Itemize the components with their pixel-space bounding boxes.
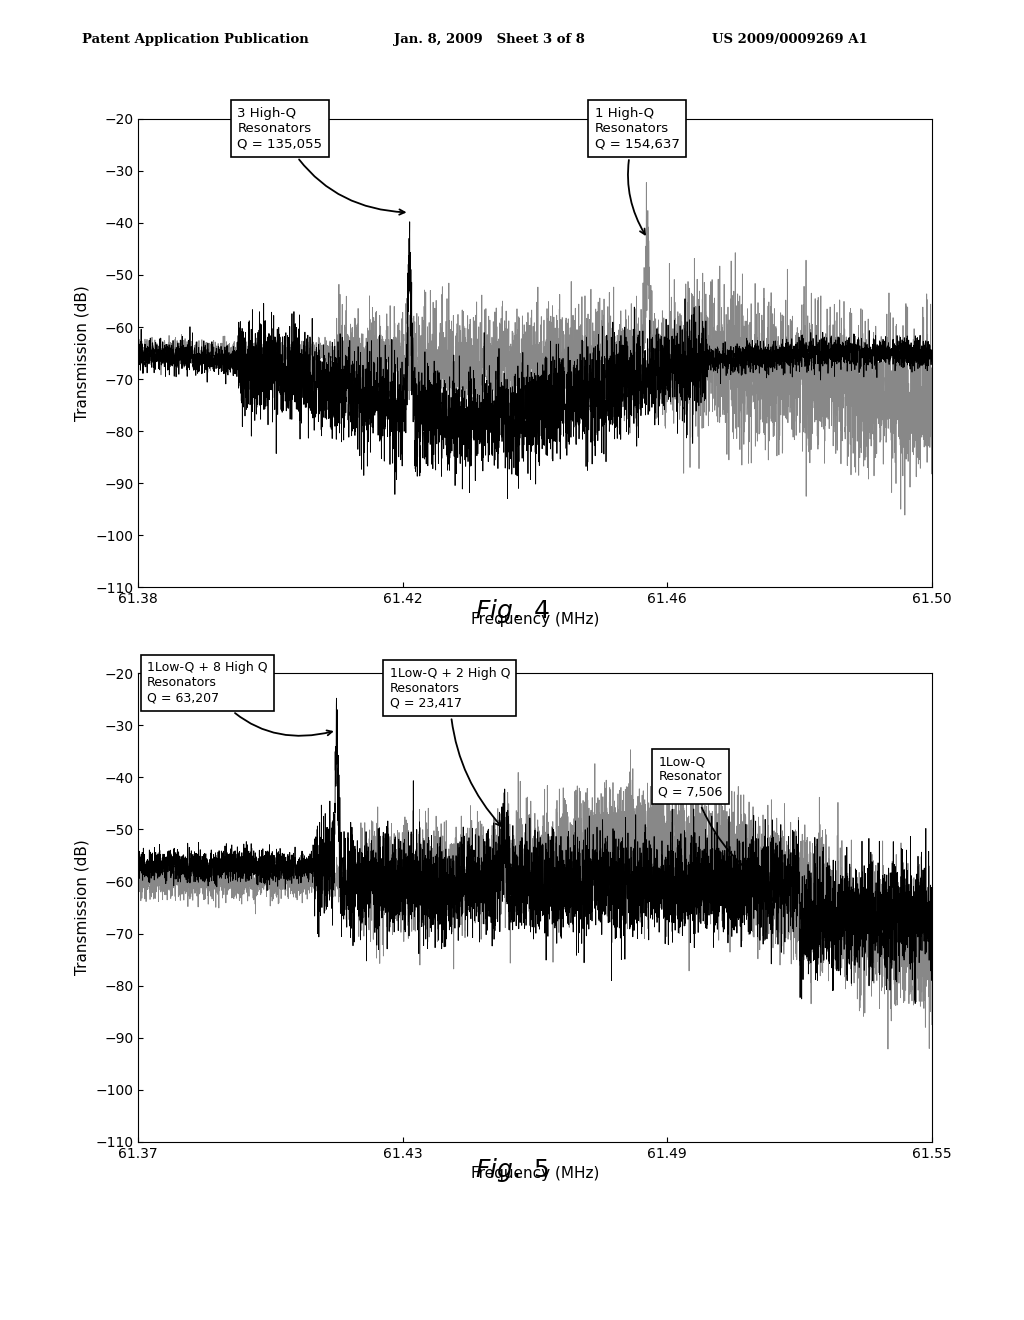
Text: 1Low-Q + 2 High Q
Resonators
Q = 23,417: 1Low-Q + 2 High Q Resonators Q = 23,417 xyxy=(389,667,510,826)
Text: Patent Application Publication: Patent Application Publication xyxy=(82,33,308,46)
Text: 1 High-Q
Resonators
Q = 154,637: 1 High-Q Resonators Q = 154,637 xyxy=(595,107,680,235)
Text: US 2009/0009269 A1: US 2009/0009269 A1 xyxy=(712,33,867,46)
Text: Jan. 8, 2009   Sheet 3 of 8: Jan. 8, 2009 Sheet 3 of 8 xyxy=(394,33,585,46)
Text: $\mathit{Fig.\ 5}$: $\mathit{Fig.\ 5}$ xyxy=(475,1156,549,1184)
X-axis label: Frequency (MHz): Frequency (MHz) xyxy=(471,611,599,627)
Text: 1Low-Q + 8 High Q
Resonators
Q = 63,207: 1Low-Q + 8 High Q Resonators Q = 63,207 xyxy=(147,661,332,735)
X-axis label: Frequency (MHz): Frequency (MHz) xyxy=(471,1166,599,1181)
Y-axis label: Transmission (dB): Transmission (dB) xyxy=(75,285,90,421)
Y-axis label: Transmission (dB): Transmission (dB) xyxy=(75,840,90,975)
Text: 3 High-Q
Resonators
Q = 135,055: 3 High-Q Resonators Q = 135,055 xyxy=(238,107,404,215)
Text: $\mathit{Fig.\ 4}$: $\mathit{Fig.\ 4}$ xyxy=(475,597,549,624)
Text: 1Low-Q
Resonator
Q = 7,506: 1Low-Q Resonator Q = 7,506 xyxy=(658,755,773,890)
